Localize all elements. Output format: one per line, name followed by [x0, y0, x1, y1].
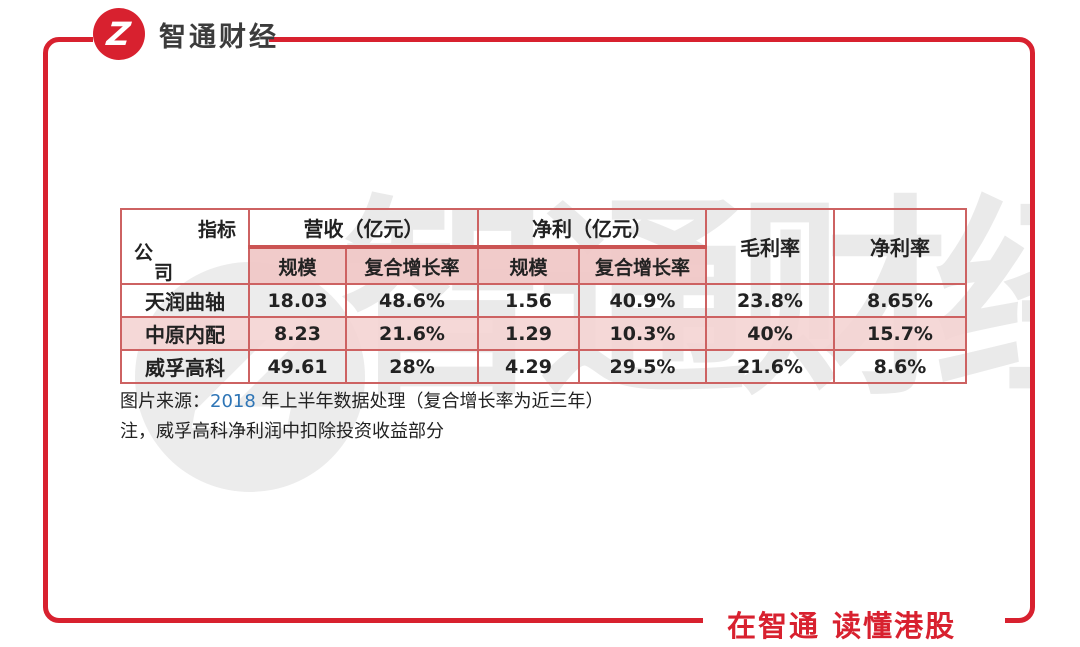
value-cell: 15.7% [833, 316, 967, 351]
header-row-sub: 规模 复合增长率 规模 复合增长率 [121, 245, 966, 285]
brand-z-glyph: Z [105, 15, 133, 53]
header-net-margin: 净利率 [833, 208, 967, 285]
header-profit-group: 净利（亿元） [477, 208, 707, 248]
table-row: 天润曲轴 18.03 48.6% 1.56 40.9% 23.8% 8.65% [120, 283, 967, 318]
subheader-profit-scale: 规模 [477, 245, 580, 285]
table-row: 威孚高科 49.61 28% 4.29 29.5% 21.6% 8.6% [120, 349, 967, 384]
header-revenue-group: 营收（亿元） [248, 208, 479, 248]
value-cell: 28% [345, 349, 479, 384]
company-comparison-table: 指标 公 司 营收（亿元） 净利（亿元） 毛利率 净利率 规模 复合增长率 规模… [120, 208, 967, 384]
value-cell: 40% [705, 316, 835, 351]
value-cell: 1.56 [477, 283, 580, 318]
brand-slogan: 在智通 读懂港股 [727, 609, 957, 643]
value-cell: 21.6% [705, 349, 835, 384]
corner-label-indicator: 指标 [197, 219, 236, 241]
table-row: 中原内配 8.23 21.6% 1.29 10.3% 40% 15.7% [120, 316, 967, 351]
decorative-frame [43, 37, 1035, 623]
value-cell: 10.3% [578, 316, 707, 351]
company-cell: 威孚高科 [120, 349, 250, 384]
value-cell: 18.03 [248, 283, 347, 318]
subheader-revenue-scale: 规模 [248, 245, 347, 285]
value-cell: 8.23 [248, 316, 347, 351]
value-cell: 21.6% [345, 316, 479, 351]
value-cell: 29.5% [578, 349, 707, 384]
table-notes: 图片来源：2018 年上半年数据处理（复合增长率为近三年） 注，威孚高科净利润中… [120, 387, 604, 447]
value-cell: 4.29 [477, 349, 580, 384]
company-cell: 天润曲轴 [120, 283, 250, 318]
subheader-profit-cagr: 复合增长率 [578, 245, 707, 285]
corner-label-company-char1: 公 [134, 242, 154, 264]
value-cell: 8.65% [833, 283, 967, 318]
value-cell: 23.8% [705, 283, 835, 318]
company-cell: 中原内配 [120, 316, 250, 351]
source-note-year: 2018 [210, 391, 256, 412]
header-gross-margin: 毛利率 [705, 208, 835, 285]
source-note-suffix: 年上半年数据处理（复合增长率为近三年） [255, 391, 604, 412]
frame-gap-bottom [703, 610, 1005, 632]
header-row-top: 指标 公 司 营收（亿元） 净利（亿元） 毛利率 净利率 [120, 208, 967, 285]
subheader-revenue-cagr: 复合增长率 [345, 245, 479, 285]
brand-logo: Z 智通财经 [93, 8, 279, 60]
corner-label-company-char2: 司 [154, 262, 174, 284]
brand-logo-icon: Z [93, 8, 145, 60]
footnote: 注，威孚高科净利润中扣除投资收益部分 [120, 421, 444, 442]
brand-name: 智通财经 [159, 21, 279, 53]
value-cell: 8.6% [833, 349, 967, 384]
source-note-prefix: 图片来源： [120, 391, 210, 412]
value-cell: 48.6% [345, 283, 479, 318]
value-cell: 1.29 [477, 316, 580, 351]
value-cell: 49.61 [248, 349, 347, 384]
value-cell: 40.9% [578, 283, 707, 318]
source-note: 图片来源：2018 年上半年数据处理（复合增长率为近三年） [120, 387, 604, 417]
corner-header-cell: 指标 公 司 [120, 208, 250, 285]
